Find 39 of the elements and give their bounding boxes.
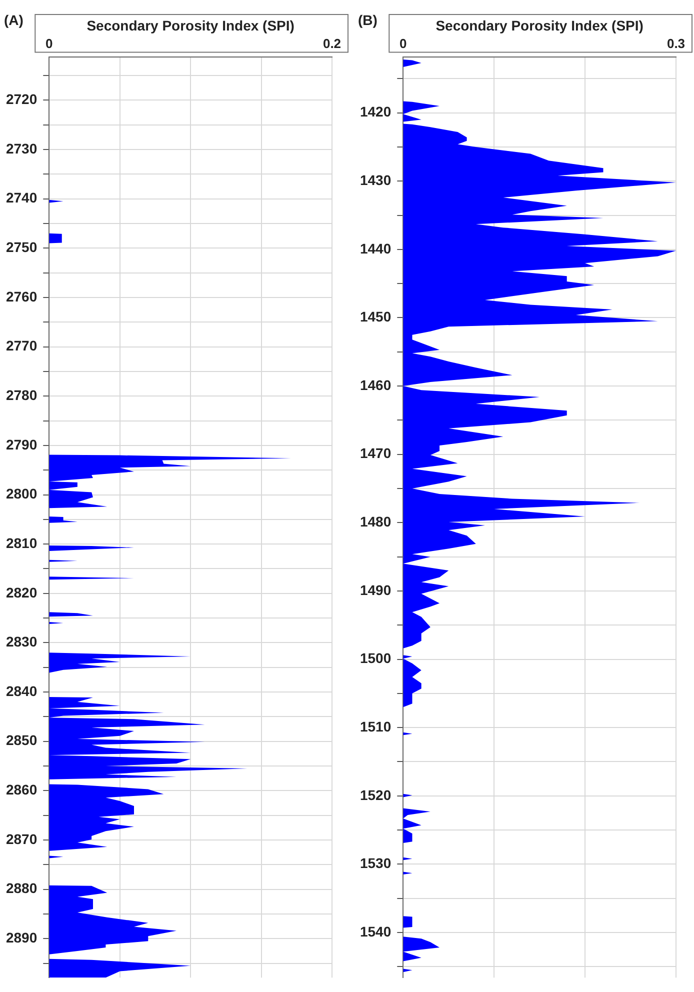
y-tick-label: 2870 (6, 830, 38, 847)
y-tick-label: 2720 (6, 91, 38, 108)
y-tick-label: 1510 (360, 718, 392, 734)
y-tick-label: 2830 (6, 634, 38, 650)
y-tick-label: 1420 (360, 104, 392, 120)
y-tick-label: 1460 (360, 376, 392, 393)
chart-title: (A) (4, 12, 24, 28)
y-tick-label: 2780 (6, 386, 38, 403)
y-tick-label: 1500 (360, 650, 392, 666)
y-tick-label: 2730 (6, 140, 38, 156)
y-tick-label: 2750 (6, 239, 38, 256)
y-tick-label: 1470 (360, 445, 392, 462)
y-tick-label: 2760 (6, 288, 38, 304)
y-tick-label: 2840 (6, 682, 38, 699)
y-tick-label: 2820 (6, 584, 38, 600)
x-axis-title: Secondary Porosity Index (SPI) (436, 17, 644, 34)
y-tick-label: 1440 (360, 240, 392, 256)
y-tick-label: 2740 (6, 190, 38, 206)
y-tick-label: 2770 (6, 338, 38, 354)
x-axis-title: Secondary Porosity Index (SPI) (86, 17, 294, 34)
y-tick-label: 1480 (360, 514, 392, 530)
y-tick-label: 1430 (360, 172, 392, 188)
y-tick-label: 1540 (360, 923, 392, 940)
y-tick-label: 2810 (6, 534, 38, 551)
x-tick-label: 0 (400, 36, 407, 51)
y-tick-label: 1490 (360, 582, 392, 598)
y-tick-label: 2800 (6, 486, 38, 502)
y-tick-label: 1520 (360, 786, 392, 803)
y-tick-label: 2890 (6, 929, 38, 946)
y-tick-label: 2850 (6, 732, 38, 748)
x-tick-label: 0 (46, 36, 53, 51)
y-tick-label: 1530 (360, 855, 392, 872)
y-tick-label: 1450 (360, 308, 392, 325)
chart-title: (B) (358, 12, 378, 28)
y-tick-label: 2860 (6, 782, 38, 798)
y-tick-label: 2880 (6, 880, 38, 896)
y-tick-label: 2790 (6, 436, 38, 452)
x-tick-label: 0.3 (666, 36, 686, 51)
x-tick-label: 0.2 (322, 36, 342, 51)
